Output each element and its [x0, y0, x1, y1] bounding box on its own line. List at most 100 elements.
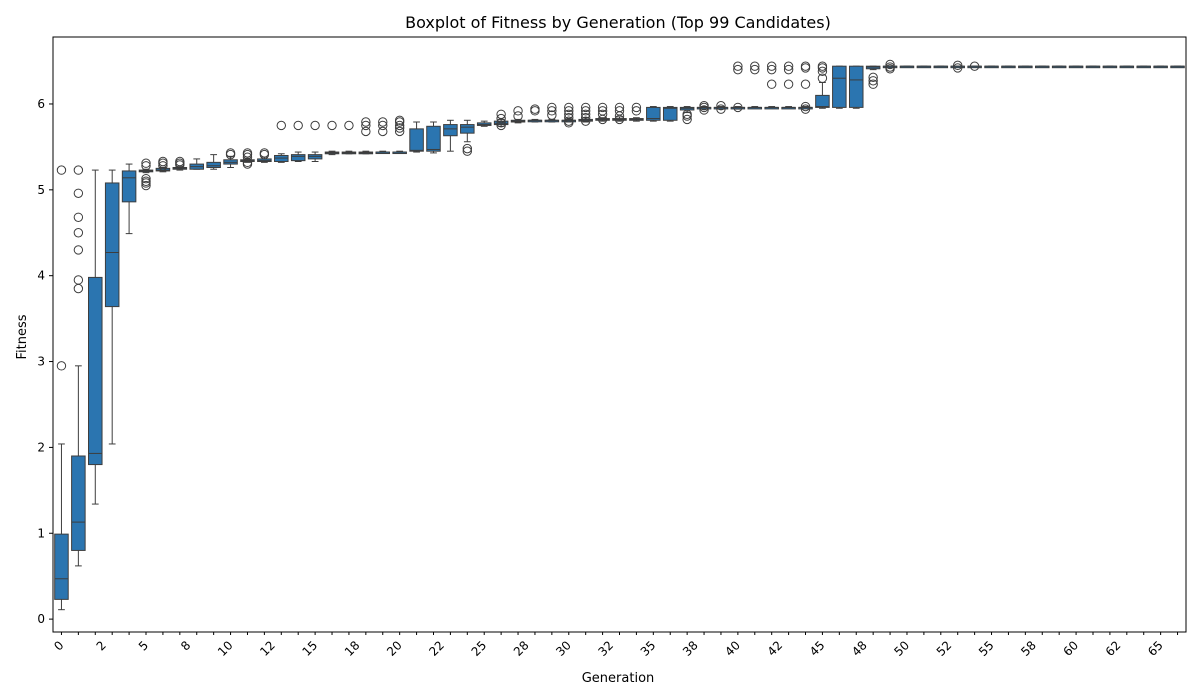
- box-group-gen-21: [409, 121, 424, 153]
- box-group-gen-11: [240, 148, 255, 169]
- outlier-point: [885, 59, 895, 70]
- outlier-point: [530, 104, 540, 114]
- outlier-point: [682, 109, 692, 119]
- outlier-point: [394, 120, 405, 131]
- outlier-point: [225, 148, 236, 158]
- box-group-gen-60: [1068, 65, 1084, 69]
- box-group-gen-42: [764, 61, 779, 110]
- box-group-gen-24: [460, 119, 475, 156]
- box-group-gen-16: [324, 120, 340, 156]
- outlier-point: [597, 106, 608, 116]
- box-group-gen-47: [848, 65, 864, 109]
- outlier-point: [547, 102, 557, 113]
- outlier-point: [513, 106, 523, 116]
- box-iqr: [662, 106, 678, 121]
- outlier-point: [73, 245, 84, 255]
- box-group-gen-2: [88, 169, 103, 505]
- box-group-gen-9: [206, 154, 221, 170]
- box-group-gen-40: [730, 61, 746, 113]
- outlier-point: [73, 212, 84, 223]
- outlier-point: [800, 61, 811, 71]
- outlier-point: [242, 152, 253, 162]
- outlier-point: [361, 126, 371, 137]
- outlier-point: [699, 105, 709, 115]
- outlier-point: [293, 120, 303, 131]
- outlier-point: [817, 66, 828, 77]
- outlier-point: [394, 126, 405, 137]
- box-iqr: [426, 125, 441, 152]
- y-tick-label: 2: [37, 440, 45, 454]
- outlier-point: [394, 115, 405, 125]
- box-iqr: [848, 65, 864, 108]
- outlier-point: [141, 173, 151, 184]
- outlier-point: [733, 102, 743, 113]
- box-group-gen-17: [341, 120, 357, 155]
- outlier-point: [868, 79, 878, 89]
- box-group-gen-41: [747, 61, 763, 110]
- outlier-point: [564, 106, 574, 116]
- outlier-point: [885, 62, 895, 72]
- outlier-point: [766, 79, 777, 89]
- outlier-point: [276, 120, 286, 131]
- outlier-point: [580, 109, 591, 119]
- box-group-gen-36: [662, 106, 678, 122]
- outlier-point: [716, 104, 726, 114]
- outlier-point: [378, 126, 388, 137]
- outlier-point: [969, 61, 980, 71]
- box-group-gen-20: [392, 115, 407, 155]
- box-iqr: [832, 65, 847, 108]
- outlier-point: [800, 101, 811, 112]
- box-group-gen-32: [595, 102, 610, 125]
- box-group-gen-53: [950, 60, 965, 73]
- y-axis: 0 1 2 3 4 5 6: [37, 97, 53, 626]
- box-group-gen-33: [612, 102, 627, 125]
- boxes-layer: [54, 59, 1185, 611]
- outlier-point: [817, 73, 828, 83]
- box-iqr: [443, 124, 458, 137]
- box-group-gen-19: [375, 117, 391, 155]
- box-group-gen-54: [967, 61, 982, 71]
- box-group-gen-6: [155, 156, 171, 173]
- box-iqr: [646, 106, 661, 121]
- box-group-gen-31: [578, 102, 593, 126]
- box-group-gen-57: [1018, 65, 1033, 69]
- outlier-point: [868, 76, 878, 86]
- box-group-gen-64: [1136, 65, 1151, 69]
- box-group-gen-5: [138, 158, 154, 191]
- outlier-point: [141, 176, 151, 186]
- chart-title: Boxplot of Fitness by Generation (Top 99…: [405, 13, 831, 32]
- outlier-point: [141, 161, 151, 171]
- outlier-point: [496, 113, 506, 124]
- outlier-point: [800, 104, 811, 114]
- outlier-point: [513, 111, 523, 121]
- outlier-point: [361, 120, 371, 131]
- outlier-point: [394, 123, 405, 133]
- box-iqr: [460, 124, 475, 134]
- box-iqr: [815, 94, 830, 108]
- outlier-point: [158, 156, 168, 167]
- outlier-point: [766, 64, 777, 75]
- box-group-gen-23: [443, 119, 458, 152]
- box-group-gen-58: [1034, 65, 1050, 69]
- box-group-gen-52: [933, 65, 949, 69]
- box-group-gen-38: [696, 100, 712, 115]
- box-group-gen-62: [1102, 65, 1118, 69]
- box-group-gen-10: [223, 148, 238, 169]
- outlier-point: [547, 110, 557, 120]
- box-group-gen-25: [476, 120, 492, 127]
- outlier-point: [496, 109, 506, 119]
- outlier-point: [56, 165, 67, 175]
- outlier-point: [614, 102, 625, 113]
- outlier-point: [462, 143, 473, 154]
- box-group-gen-18: [358, 117, 374, 155]
- box-group-gen-3: [104, 169, 120, 445]
- outlier-point: [733, 64, 743, 75]
- box-group-gen-61: [1085, 65, 1101, 69]
- outlier-point: [496, 120, 506, 131]
- outlier-point: [733, 61, 743, 71]
- y-tick-label: 6: [37, 97, 45, 111]
- outlier-point: [800, 79, 811, 89]
- outlier-point: [344, 120, 354, 131]
